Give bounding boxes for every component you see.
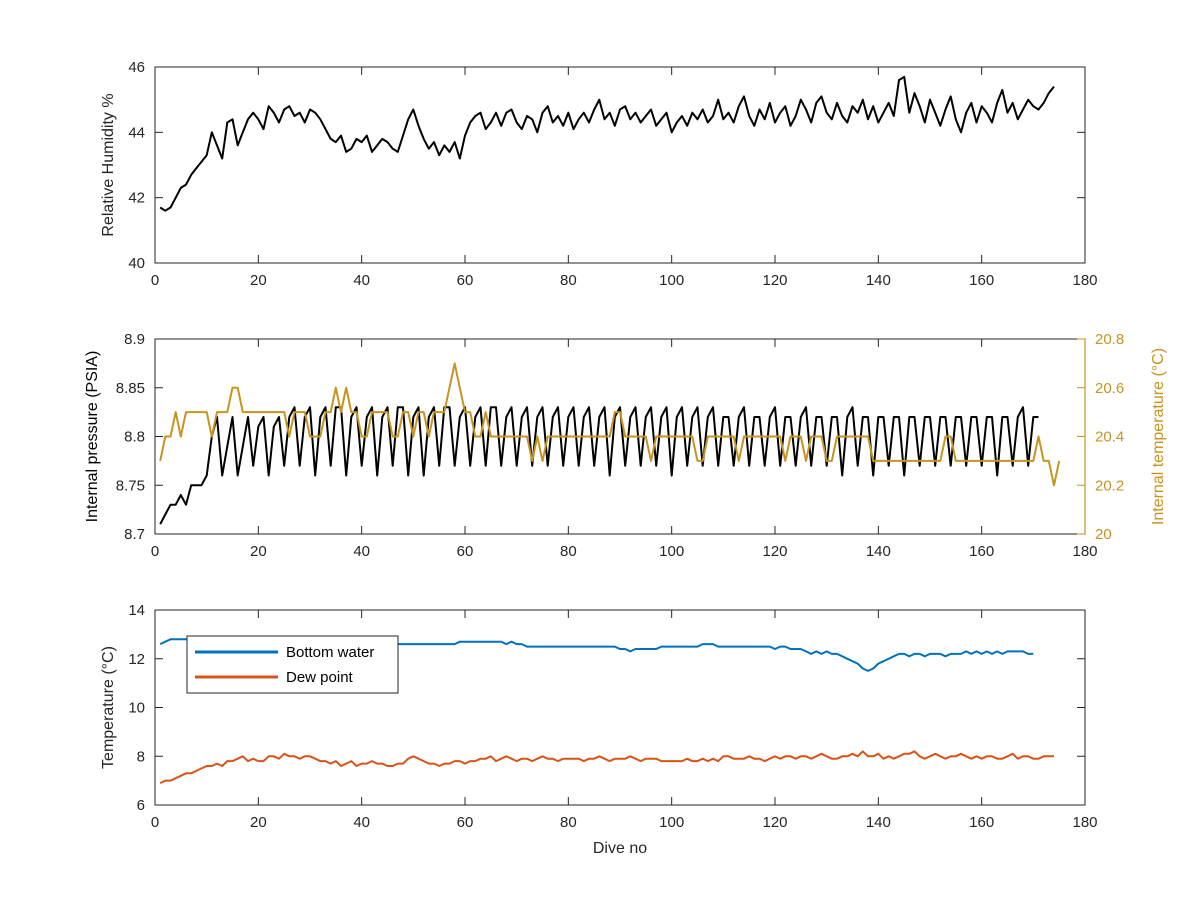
- x-tick-label: 0: [151, 814, 159, 831]
- y-tick-label: 8: [137, 748, 145, 765]
- x-tick-label: 140: [866, 272, 891, 289]
- y-axis-label: Internal pressure (PSIA): [84, 351, 101, 523]
- x-tick-label: 20: [250, 543, 267, 560]
- plot-3: 0 20 40 60 80 100 120 140 160 180 6 8 10 12 14 Temperat…: [100, 602, 1098, 857]
- y-axis-label: Temperature (°C): [100, 646, 117, 769]
- x-axis-label: Dive no: [593, 840, 647, 857]
- y-right-tick-label: 20.4: [1095, 429, 1124, 446]
- series-line-primary: [159, 406, 1039, 525]
- y-tick-label: 10: [128, 700, 145, 717]
- y-tick-label: 40: [128, 255, 145, 272]
- y-axis-label: Relative Humidity %: [100, 93, 117, 236]
- legend-box: [186, 635, 399, 694]
- x-tick-label: 0: [151, 272, 159, 289]
- x-tick-label: 100: [659, 543, 684, 560]
- axes-box: [154, 66, 1086, 264]
- x-tick-label: 100: [659, 272, 684, 289]
- x-tick-label: 120: [762, 814, 787, 831]
- x-tick-label: 180: [1072, 272, 1097, 289]
- x-tick-label: 40: [353, 543, 370, 560]
- x-tick-label: 60: [457, 543, 474, 560]
- x-tick-label: 100: [659, 814, 684, 831]
- y-tick-label: 44: [128, 124, 145, 141]
- y-tick-label: 6: [137, 797, 145, 814]
- x-tick-label: 80: [560, 814, 577, 831]
- x-tick-label: 160: [969, 272, 994, 289]
- y-tick-label: 8.85: [116, 380, 145, 397]
- y-tick-label: 12: [128, 651, 145, 668]
- y-tick-label: 42: [128, 190, 145, 207]
- y-tick-label: 14: [128, 602, 145, 619]
- y-right-tick-label: 20: [1095, 526, 1112, 543]
- legend-label: Dew point: [286, 669, 354, 686]
- y-tick-label: 8.8: [124, 429, 145, 446]
- x-tick-label: 60: [457, 272, 474, 289]
- y-tick-label: 8.9: [124, 331, 145, 348]
- y-right-tick-label: 20.6: [1095, 380, 1124, 397]
- plot-1: 0 20 40 60 80 100 120 140 160 180 40 42 44 46 Relative…: [100, 59, 1098, 289]
- y-right-tick-label: 20.8: [1095, 331, 1124, 348]
- x-tick-label: 180: [1072, 814, 1097, 831]
- x-tick-label: 80: [560, 272, 577, 289]
- x-tick-label: 20: [250, 814, 267, 831]
- plot-2: 0 20 40 60 80 100 120 140 160 180 8.7 8.75 8.8 8.85 8.…: [84, 331, 1167, 560]
- x-tick-label: 80: [560, 543, 577, 560]
- x-tick-label: 60: [457, 814, 474, 831]
- legend: Bottom water Dew point: [186, 635, 399, 694]
- x-tick-label: 120: [762, 272, 787, 289]
- series-line-dew-point: [159, 750, 1054, 784]
- x-tick-label: 20: [250, 272, 267, 289]
- x-tick-label: 160: [969, 814, 994, 831]
- x-tick-label: 0: [151, 543, 159, 560]
- y-tick-label: 8.7: [124, 526, 145, 543]
- series-line-primary: [159, 75, 1055, 212]
- x-tick-label: 140: [866, 543, 891, 560]
- x-tick-label: 40: [353, 272, 370, 289]
- y-tick-label: 46: [128, 59, 145, 76]
- legend-label: Bottom water: [286, 644, 374, 661]
- y-axis-label-right: Internal temperature (°C): [1150, 348, 1167, 525]
- x-tick-label: 140: [866, 814, 891, 831]
- x-tick-label: 120: [762, 543, 787, 560]
- y-right-tick-label: 20.2: [1095, 477, 1124, 494]
- series-line-internal-temperature: [159, 362, 1061, 487]
- x-tick-label: 40: [353, 814, 370, 831]
- x-tick-label: 180: [1072, 543, 1097, 560]
- y-tick-label: 8.75: [116, 477, 145, 494]
- x-tick-label: 160: [969, 543, 994, 560]
